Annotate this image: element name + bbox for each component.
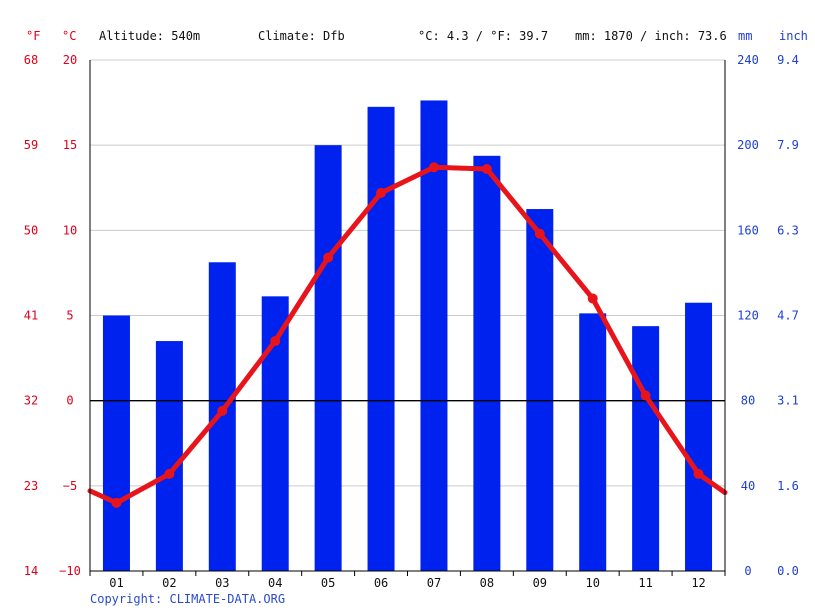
precip-bar — [526, 209, 554, 571]
precip-bar — [367, 106, 395, 571]
y-tick-label-f: 68 — [24, 53, 38, 67]
temperature-point — [323, 252, 334, 263]
temperature-point — [164, 468, 175, 479]
precip-bar — [632, 326, 660, 571]
y-tick-label-mm: 240 — [737, 53, 759, 67]
temperature-point — [111, 497, 122, 508]
temperature-point — [217, 405, 228, 416]
precip-bar — [473, 155, 501, 571]
x-tick-label: 09 — [533, 576, 547, 590]
temperature-point — [376, 187, 387, 198]
x-tick-label: 05 — [321, 576, 335, 590]
x-tick-label: 06 — [374, 576, 388, 590]
grid-lines — [90, 59, 725, 572]
x-tick-label: 10 — [585, 576, 599, 590]
altitude-label: Altitude: 540m — [99, 29, 200, 43]
y-tick-label-c: 10 — [63, 223, 77, 237]
precip-bar — [208, 262, 236, 571]
climate-label: Climate: Dfb — [258, 29, 345, 43]
x-tick-label: 07 — [427, 576, 441, 590]
precip-total-label: mm: 1870 / inch: 73.6 — [575, 29, 727, 43]
x-tick-label: 02 — [162, 576, 176, 590]
y-tick-label-inch: 3.1 — [777, 394, 799, 408]
y-tick-label-f: 32 — [24, 394, 38, 408]
y-tick-label-inch: 7.9 — [777, 138, 799, 152]
temperature-point — [481, 164, 492, 175]
temperature-point — [534, 228, 545, 239]
temperature-series-line — [87, 164, 728, 506]
unit-c-label: °C — [62, 29, 76, 43]
precip-bar — [579, 313, 607, 571]
y-tick-label-f: 50 — [24, 223, 38, 237]
precipitation-bars — [102, 100, 713, 572]
x-tick-label: 01 — [109, 576, 123, 590]
y-tick-label-mm: 0 — [744, 564, 751, 578]
temperature-point — [587, 293, 598, 304]
unit-mm-label: mm — [738, 29, 752, 43]
precip-bar — [314, 145, 342, 571]
axes — [89, 60, 726, 576]
precip-bar — [685, 302, 713, 571]
temperature-point — [270, 336, 281, 347]
y-tick-label-c: 20 — [63, 53, 77, 67]
y-tick-label-f: 23 — [24, 479, 38, 493]
unit-f-label: °F — [26, 29, 40, 43]
y-tick-label-mm: 40 — [741, 479, 755, 493]
y-tick-label-f: 41 — [24, 309, 38, 323]
x-tick-label: 04 — [268, 576, 282, 590]
y-tick-label-inch: 1.6 — [777, 479, 799, 493]
precip-bar — [420, 100, 448, 572]
y-tick-label-c: 15 — [63, 138, 77, 152]
y-tick-label-f: 14 — [24, 564, 38, 578]
y-tick-label-mm: 160 — [737, 223, 759, 237]
unit-inch-label: inch — [779, 29, 808, 43]
y-tick-label-mm: 200 — [737, 138, 759, 152]
precip-bar — [155, 341, 183, 571]
temperature-line — [87, 162, 728, 508]
y-tick-label-f: 59 — [24, 138, 38, 152]
y-tick-label-inch: 9.4 — [777, 53, 799, 67]
tick-labels: 68 20 240 9.459 15 200 7.950 10 160 6.341 5 120 4.73… — [24, 53, 799, 590]
y-tick-label-inch: 4.7 — [777, 309, 799, 323]
x-tick-label: 08 — [480, 576, 494, 590]
y-tick-label-c: 0 — [66, 394, 73, 408]
copyright-text: Copyright: CLIMATE-DATA.ORG — [90, 592, 285, 606]
avg-temp-label: °C: 4.3 / °F: 39.7 — [418, 29, 548, 43]
y-tick-label-c: −10 — [59, 564, 81, 578]
temperature-point — [428, 162, 439, 173]
y-tick-label-inch: 0.0 — [777, 564, 799, 578]
y-tick-label-c: −5 — [63, 479, 77, 493]
y-tick-label-mm: 120 — [737, 309, 759, 323]
precip-bar — [102, 315, 130, 571]
x-tick-label: 11 — [638, 576, 652, 590]
temperature-point — [693, 468, 704, 479]
y-tick-label-c: 5 — [66, 309, 73, 323]
x-tick-label: 12 — [691, 576, 705, 590]
y-tick-label-mm: 80 — [741, 394, 755, 408]
temperature-point — [640, 390, 651, 401]
y-tick-label-inch: 6.3 — [777, 223, 799, 237]
x-tick-label: 03 — [215, 576, 229, 590]
